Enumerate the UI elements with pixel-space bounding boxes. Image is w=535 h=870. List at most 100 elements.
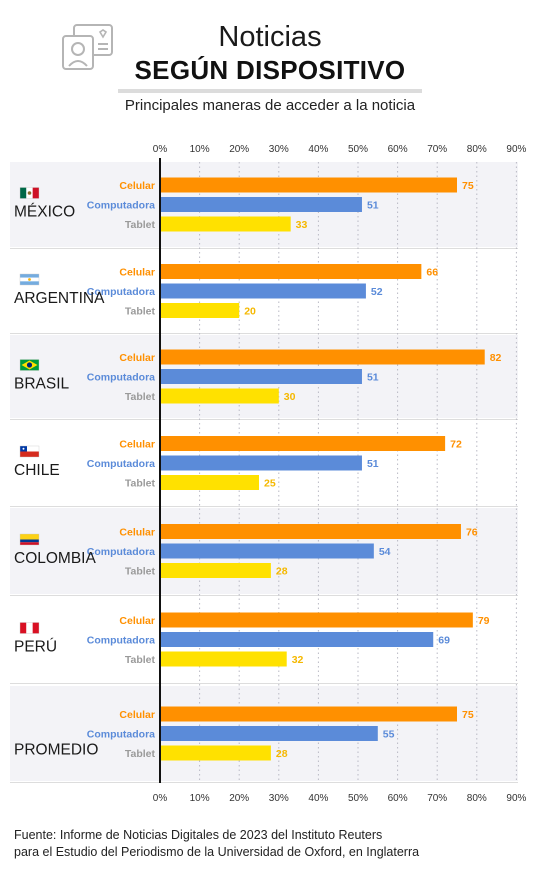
series-label-computadora: Computadora xyxy=(87,458,155,470)
series-label-computadora: Computadora xyxy=(87,635,155,647)
flag-outline xyxy=(19,273,40,286)
colombia-flag-icon xyxy=(19,533,40,546)
series-label-computadora: Computadora xyxy=(87,729,155,741)
flag-part xyxy=(32,187,39,199)
flag-part xyxy=(28,278,31,281)
chart-title-emphasis: SEGÚN DISPOSITIVO xyxy=(134,55,406,85)
x-tick-label-bottom: 70% xyxy=(427,793,447,804)
bar-celular xyxy=(161,177,457,193)
data-label-celular: 72 xyxy=(450,439,462,451)
country-label: PROMEDIO xyxy=(14,742,98,759)
device-news-icon xyxy=(62,24,113,70)
flag-part xyxy=(20,622,27,634)
series-label-tablet: Tablet xyxy=(125,219,156,231)
bar-celular xyxy=(161,524,461,539)
x-tick-label-bottom: 10% xyxy=(190,793,210,804)
data-label-computadora: 55 xyxy=(383,729,395,741)
data-label-celular: 76 xyxy=(466,527,478,539)
x-tick-label-bottom: 80% xyxy=(467,793,487,804)
x-tick-label-bottom: 60% xyxy=(388,793,408,804)
country-label: COLOMBIA xyxy=(14,550,96,567)
flag-part xyxy=(32,622,39,634)
data-label-celular: 66 xyxy=(426,267,438,279)
x-tick-label-top: 20% xyxy=(229,144,249,155)
source-line-2: para el Estudio del Periodismo de la Uni… xyxy=(14,845,420,859)
flag-outline xyxy=(19,445,40,458)
flag-part xyxy=(22,447,25,450)
country-label: ARGENTINA xyxy=(14,290,105,307)
country-label: BRASIL xyxy=(14,376,70,393)
flag-part xyxy=(20,274,39,278)
source-note: Fuente: Informe de Noticias Digitales de… xyxy=(14,827,529,861)
data-label-tablet: 25 xyxy=(264,478,276,490)
series-label-celular: Celular xyxy=(119,180,155,192)
data-label-computadora: 51 xyxy=(367,458,379,470)
data-label-tablet: 20 xyxy=(244,306,256,318)
bar-computadora xyxy=(161,197,362,212)
x-tick-label-top: 80% xyxy=(467,144,487,155)
x-tick-label-top: 60% xyxy=(388,144,408,155)
series-label-computadora: Computadora xyxy=(87,372,155,384)
bar-computadora xyxy=(161,283,366,299)
chart-subtitle: Principales maneras de acceder a la noti… xyxy=(124,97,416,114)
flag-part xyxy=(20,446,39,452)
series-label-tablet: Tablet xyxy=(125,566,156,578)
x-tick-label-top: 70% xyxy=(427,144,447,155)
flag-outline xyxy=(19,187,40,199)
country-label: CHILE xyxy=(14,462,60,479)
series-label-celular: Celular xyxy=(119,439,155,451)
x-tick-label-top: 90% xyxy=(506,144,526,155)
data-label-tablet: 32 xyxy=(292,654,304,666)
bar-tablet xyxy=(161,745,271,761)
mexico-flag-icon xyxy=(19,187,40,199)
flag-part xyxy=(27,191,32,195)
series-label-tablet: Tablet xyxy=(125,391,156,403)
series-label-tablet: Tablet xyxy=(125,654,156,666)
bar-celular xyxy=(161,706,457,722)
series-label-celular: Celular xyxy=(119,267,155,279)
bar-tablet xyxy=(161,388,279,404)
data-label-celular: 75 xyxy=(462,709,474,721)
series-label-computadora: Computadora xyxy=(87,286,155,298)
data-label-celular: 75 xyxy=(462,180,474,192)
flag-part xyxy=(26,362,33,368)
bar-celular xyxy=(161,436,446,451)
series-label-computadora: Computadora xyxy=(87,200,155,212)
x-tick-label-bottom: 30% xyxy=(269,793,289,804)
bar-tablet xyxy=(161,563,271,578)
bar-celular xyxy=(161,612,473,628)
x-tick-label-bottom: 90% xyxy=(506,793,526,804)
data-label-computadora: 52 xyxy=(371,286,383,298)
data-label-tablet: 28 xyxy=(276,566,288,578)
series-label-celular: Celular xyxy=(119,615,155,627)
bar-computadora xyxy=(161,726,378,741)
bar-computadora xyxy=(161,369,362,384)
flag-part xyxy=(20,451,39,457)
flag-part xyxy=(20,187,27,199)
data-label-celular: 82 xyxy=(490,352,502,364)
peru-flag-icon xyxy=(19,622,40,634)
series-label-tablet: Tablet xyxy=(125,748,156,760)
data-label-computadora: 51 xyxy=(367,200,379,212)
data-label-tablet: 33 xyxy=(296,219,308,231)
x-tick-label-bottom: 40% xyxy=(308,793,328,804)
bar-computadora xyxy=(161,632,434,647)
series-label-celular: Celular xyxy=(119,352,155,364)
x-tick-label-top: 40% xyxy=(308,144,328,155)
x-tick-label-top: 10% xyxy=(190,144,210,155)
data-label-tablet: 28 xyxy=(276,748,288,760)
bar-celular xyxy=(161,349,485,365)
data-label-computadora: 69 xyxy=(438,635,450,647)
chart-title: Noticias xyxy=(218,21,322,53)
x-tick-label-bottom: 0% xyxy=(153,793,168,804)
series-label-tablet: Tablet xyxy=(125,306,156,318)
x-tick-label-top: 30% xyxy=(269,144,289,155)
bar-tablet xyxy=(161,216,291,232)
flag-outline xyxy=(19,359,40,371)
bar-tablet xyxy=(161,303,240,318)
argentina-flag-icon xyxy=(19,273,40,286)
country-label: PERÚ xyxy=(14,639,57,656)
series-label-tablet: Tablet xyxy=(125,478,156,490)
bar-computadora xyxy=(161,543,374,559)
